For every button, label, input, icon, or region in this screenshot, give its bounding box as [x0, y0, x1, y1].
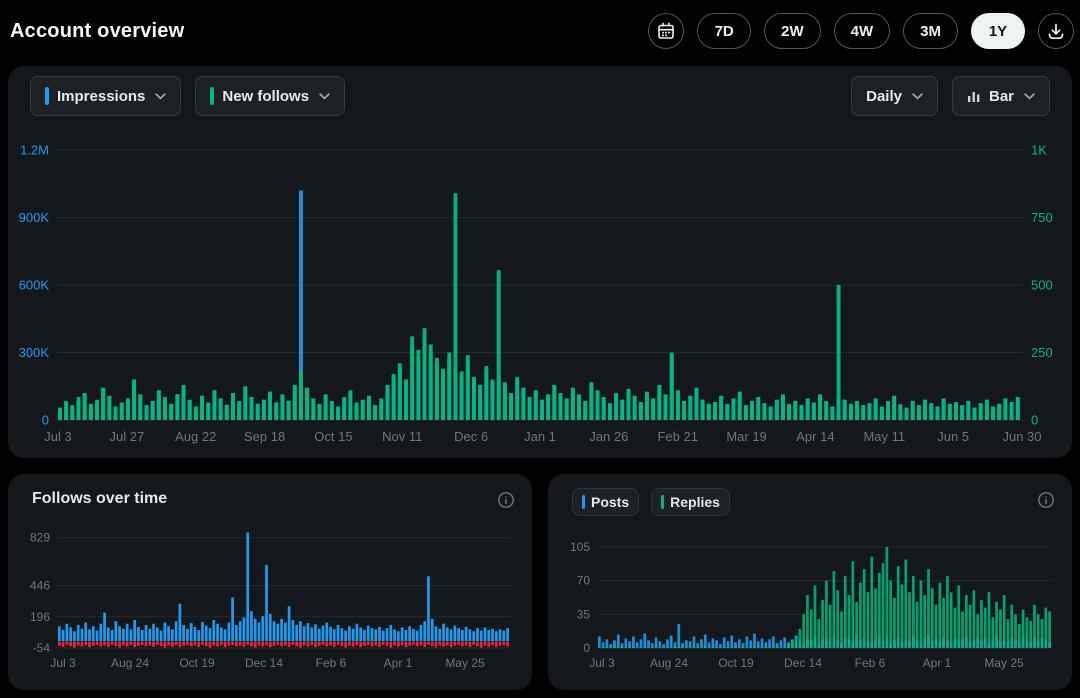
svg-text:196: 196 — [30, 610, 50, 624]
svg-text:Aug 22: Aug 22 — [175, 429, 216, 444]
svg-text:105: 105 — [570, 540, 590, 554]
range-button-1y[interactable]: 1Y — [971, 13, 1025, 49]
download-icon — [1046, 21, 1066, 41]
svg-text:Oct 19: Oct 19 — [718, 656, 754, 670]
svg-text:750: 750 — [1031, 210, 1053, 225]
range-button-4w[interactable]: 4W — [834, 13, 891, 49]
range-button-7d[interactable]: 7D — [697, 13, 751, 49]
page-title: Account overview — [10, 20, 184, 43]
follows-over-time-chart[interactable]: 829 446 196 -54Jul 3 Aug 24 Oct 19 Dec 14 Feb 6… — [8, 474, 532, 690]
svg-text:250: 250 — [1031, 345, 1053, 360]
svg-text:Jul 3: Jul 3 — [44, 429, 71, 444]
svg-text:May 11: May 11 — [863, 429, 905, 444]
svg-text:Apr 1: Apr 1 — [384, 656, 413, 670]
svg-text:Jul 27: Jul 27 — [110, 429, 145, 444]
svg-text:Apr 1: Apr 1 — [923, 656, 952, 670]
svg-text:Nov 11: Nov 11 — [382, 429, 422, 444]
svg-text:Dec 6: Dec 6 — [454, 429, 488, 444]
svg-text:Feb 21: Feb 21 — [657, 429, 697, 444]
range-button-3m[interactable]: 3M — [903, 13, 958, 49]
follows-over-time-panel: Follows over time 829446196-54Jul 3Aug 2… — [8, 474, 532, 690]
svg-text:600K: 600K — [19, 278, 50, 293]
svg-text:1.2M: 1.2M — [20, 143, 49, 158]
svg-text:May 25: May 25 — [984, 656, 1024, 670]
calendar-button[interactable] — [648, 13, 684, 49]
impressions-new-follows-chart[interactable]: 0 0 300K 250 600K 500 900K 750 1.2M 1K Jul 3 Jul 27… — [8, 66, 1072, 458]
svg-text:829: 829 — [30, 531, 50, 545]
svg-text:Dec 14: Dec 14 — [784, 656, 822, 670]
svg-text:Jul 3: Jul 3 — [50, 656, 76, 670]
svg-text:Dec 14: Dec 14 — [245, 656, 283, 670]
svg-text:446: 446 — [30, 579, 50, 593]
svg-text:Jul 3: Jul 3 — [589, 656, 615, 670]
svg-text:Apr 14: Apr 14 — [796, 429, 834, 444]
posts-replies-chart[interactable]: 105 70 35 0Jul 3 Aug 24 Oct 19 Dec 14 Feb 6 Apr … — [548, 474, 1072, 690]
svg-text:May 25: May 25 — [445, 656, 485, 670]
svg-text:0: 0 — [42, 413, 49, 428]
svg-text:Aug 24: Aug 24 — [111, 656, 149, 670]
posts-replies-panel: Posts Replies 10570350Jul 3Aug 24Oct 19D… — [548, 474, 1072, 690]
svg-text:Mar 19: Mar 19 — [726, 429, 766, 444]
svg-text:0: 0 — [1031, 413, 1038, 428]
svg-text:1K: 1K — [1031, 143, 1047, 158]
svg-text:Feb 6: Feb 6 — [316, 656, 347, 670]
analytics-page: Account overview 7D 2 — [0, 0, 1080, 698]
svg-text:-54: -54 — [33, 641, 51, 655]
svg-text:Jan 26: Jan 26 — [589, 429, 628, 444]
svg-text:Aug 24: Aug 24 — [650, 656, 688, 670]
svg-text:Jan 1: Jan 1 — [524, 429, 556, 444]
svg-text:300K: 300K — [19, 345, 50, 360]
svg-text:900K: 900K — [19, 210, 50, 225]
svg-text:Jun 5: Jun 5 — [937, 429, 969, 444]
svg-text:Feb 6: Feb 6 — [855, 656, 886, 670]
svg-text:35: 35 — [577, 607, 591, 621]
svg-text:Oct 19: Oct 19 — [179, 656, 215, 670]
download-button[interactable] — [1038, 13, 1074, 49]
svg-text:Jun 30: Jun 30 — [1002, 429, 1041, 444]
range-button-2w[interactable]: 2W — [764, 13, 821, 49]
main-chart-panel: Impressions New follows Daily — [8, 66, 1072, 458]
svg-text:0: 0 — [583, 641, 590, 655]
svg-text:500: 500 — [1031, 278, 1053, 293]
calendar-icon — [656, 21, 676, 41]
svg-text:Oct 15: Oct 15 — [314, 429, 352, 444]
svg-text:Sep 18: Sep 18 — [244, 429, 285, 444]
svg-text:70: 70 — [577, 574, 591, 588]
header: Account overview 7D 2 — [0, 0, 1080, 62]
header-controls: 7D 2W 4W 3M 1Y — [648, 13, 1074, 49]
